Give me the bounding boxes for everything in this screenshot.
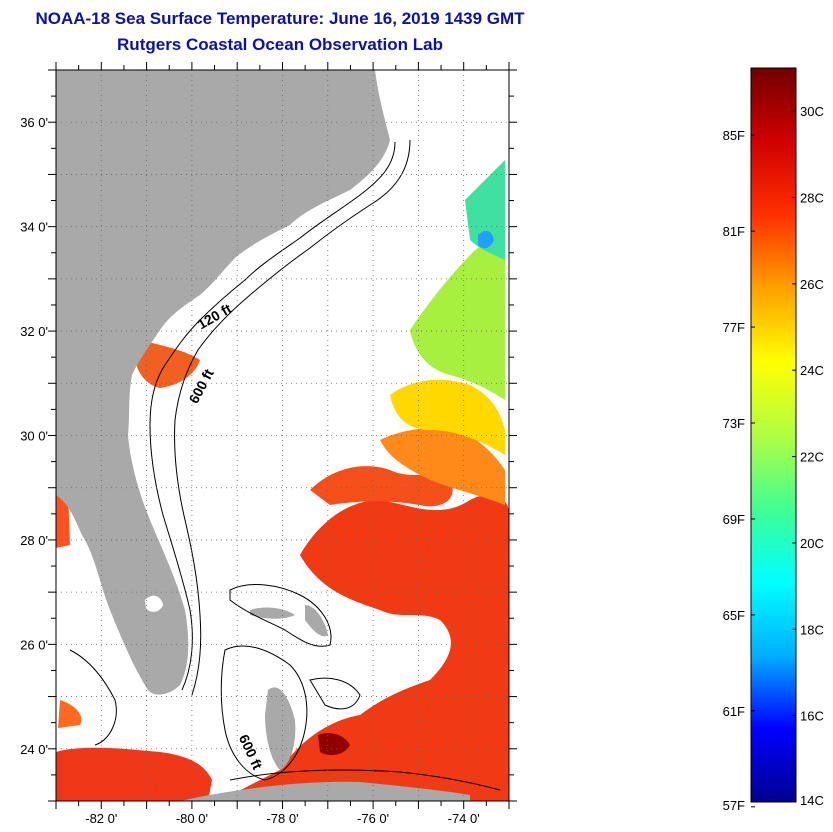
fahrenheit-tick-label: 65F [723,608,745,623]
land-abaco [305,605,328,637]
land-cuba [180,781,470,801]
colorbar-fahrenheit-axis: 85F 81F 77F 73F 69F 65F 61F 57F [723,128,755,813]
contour-600ft [174,139,411,696]
fahrenheit-tick-label: 61F [723,704,745,719]
celsius-tick-label: 24C [800,363,824,378]
latitude-axis: 36 0' 34 0' 32 0' 30 0' 28 0' 26 0' 24 0' [20,69,517,802]
sst-patch-florida-bay [58,700,82,728]
celsius-tick-label: 18C [800,622,824,637]
celsius-tick-label: 16C [800,709,824,724]
contour-florida-west [69,649,117,746]
bathymetry-contours [69,139,501,791]
lat-tick-label: 28 0' [20,533,48,548]
sst-patch-blue [478,230,494,249]
contour-120ft [149,141,396,691]
fahrenheit-tick-label: 69F [723,512,745,527]
lon-tick-label: -80 0' [176,811,208,826]
contour-great-bahama-bank [220,645,308,781]
lon-tick-label: -76 0' [357,811,389,826]
fahrenheit-tick-label: 57F [723,798,745,813]
lat-tick-label: 32 0' [20,324,48,339]
sst-patch-orange [380,428,505,505]
lat-tick-label: 30 0' [20,429,48,444]
colorbar [750,67,797,803]
graticule [56,70,509,801]
lake-okeechobee [145,595,163,612]
sst-patch-cyan [465,160,505,260]
lon-tick-label: -78 0' [266,811,298,826]
contour-cuba-shelf [229,769,501,791]
sst-patch-red-north [310,466,453,507]
contour-exuma [309,677,361,710]
sst-patch-gulf-stream [220,494,509,801]
map-title: NOAA-18 Sea Surface Temperature: June 16… [35,9,525,28]
sst-patch-hot [318,733,350,756]
land-andros [265,687,296,770]
lat-tick-label: 24 0' [20,742,48,757]
sst-patch-georgia-bight [135,340,200,388]
celsius-tick-label: 26C [800,277,824,292]
lon-tick-label: -82 0' [85,811,117,826]
fahrenheit-tick-label: 73F [723,416,745,431]
lat-tick-label: 26 0' [20,637,48,652]
lat-tick-label: 34 0' [20,220,48,235]
celsius-tick-label: 14C [800,793,824,808]
land [56,70,470,801]
map-subtitle: Rutgers Coastal Ocean Observation Lab [117,35,443,54]
lat-tick-label: 36 0' [20,115,48,130]
fahrenheit-tick-label: 81F [723,224,745,239]
longitude-axis: -82 0' -80 0' -78 0' -76 0' -74 0' [55,62,510,826]
sst-patch-gulf [56,747,212,801]
celsius-tick-label: 22C [800,450,824,465]
contour-bahamas-bank [229,584,332,647]
lon-tick-label: -74 0' [448,811,480,826]
land-grand-bahama [250,607,295,619]
colorbar-celsius-axis: 30C 28C 26C 24C 22C 20C 18C 16C 14C [792,104,824,808]
celsius-tick-label: 20C [800,536,824,551]
sst-patch-yellow [390,379,505,455]
celsius-tick-label: 30C [800,104,824,119]
fahrenheit-tick-label: 77F [723,320,745,335]
celsius-tick-label: 28C [800,191,824,206]
land-us-southeast [56,70,390,695]
fahrenheit-tick-label: 85F [723,128,745,143]
